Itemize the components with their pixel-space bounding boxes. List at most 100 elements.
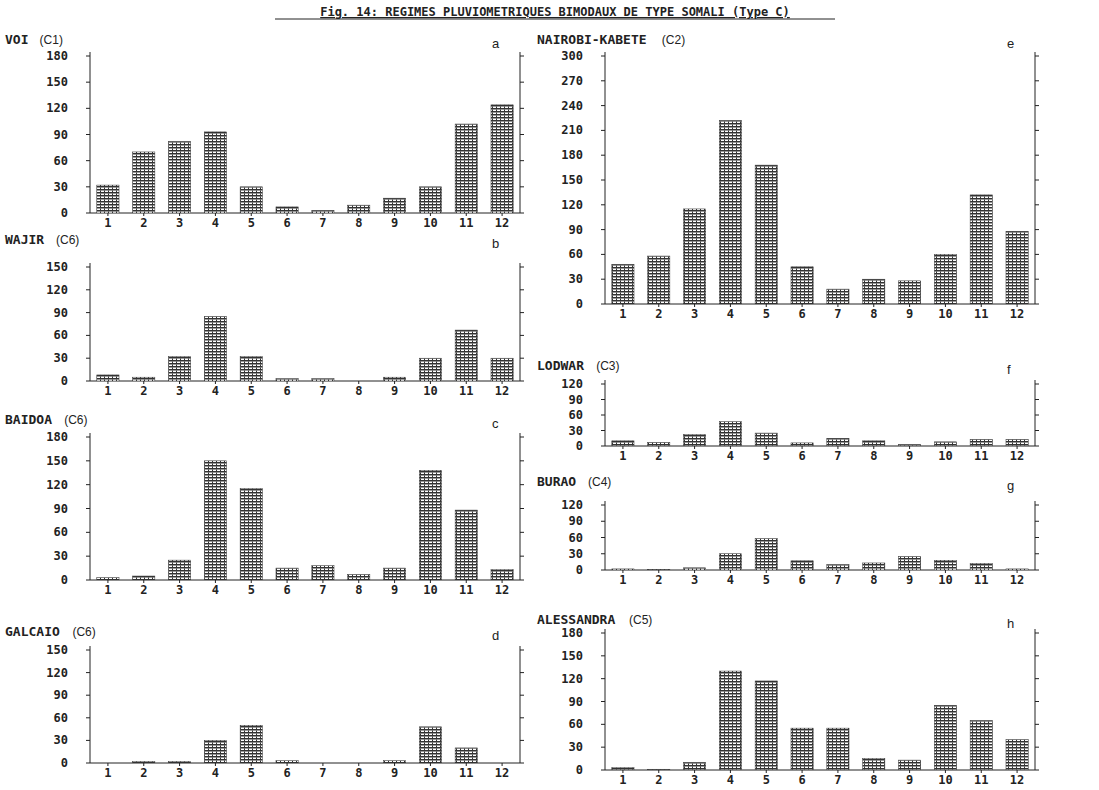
y-tick-right (1035, 80, 1039, 81)
y-tick (86, 134, 90, 135)
y-tick (86, 381, 90, 382)
y-tick-right (520, 335, 524, 336)
bar (1006, 569, 1028, 570)
x-tick-label: 2 (140, 766, 147, 780)
y-tick-right (520, 650, 524, 651)
y-tick-label: 30 (569, 272, 583, 286)
x-tick-label: 10 (938, 307, 952, 321)
panel-letter: a (492, 36, 500, 51)
bar (827, 728, 849, 770)
y-tick (601, 304, 605, 305)
panel-letter: h (1007, 616, 1014, 631)
bar (719, 671, 741, 770)
y-tick-right (1035, 570, 1039, 571)
bar (491, 570, 513, 580)
x-tick-label: 1 (104, 384, 111, 398)
bar (133, 377, 155, 381)
y-tick (601, 229, 605, 230)
y-tick (601, 446, 605, 447)
bar (612, 264, 634, 304)
x-tick-label: 9 (906, 449, 913, 463)
y-tick-right (520, 763, 524, 764)
y-tick-right (1035, 304, 1039, 305)
y-tick (86, 358, 90, 359)
x-tick-label: 5 (763, 773, 770, 787)
bar (455, 510, 477, 580)
x-tick-label: 6 (798, 773, 805, 787)
x-tick-label: 5 (763, 307, 770, 321)
panel: NAIROBI-KABETE(C2)e030609012015018021024… (537, 32, 1039, 321)
y-tick-right (520, 56, 524, 57)
x-tick-label: 12 (1010, 449, 1024, 463)
y-tick (86, 717, 90, 718)
y-tick-right (520, 82, 524, 83)
y-tick (601, 399, 605, 400)
panel: BURAO(C4)g0306090120123456789101112 (537, 474, 1039, 587)
y-tick (86, 460, 90, 461)
y-tick-right (1035, 254, 1039, 255)
y-tick-label: 180 (46, 49, 68, 63)
x-tick-label: 3 (176, 583, 183, 597)
x-tick-label: 4 (212, 583, 219, 597)
x-tick-label: 3 (691, 773, 698, 787)
y-tick-label: 60 (54, 711, 68, 725)
y-tick (86, 763, 90, 764)
y-tick (601, 521, 605, 522)
y-tick (601, 56, 605, 57)
x-tick-label: 9 (391, 766, 398, 780)
chart-subtitle: (C6) (64, 413, 87, 427)
right-frame (520, 646, 521, 763)
bars (612, 120, 1028, 304)
y-tick-right (520, 484, 524, 485)
y-axis (90, 433, 91, 580)
y-tick-label: 0 (576, 563, 583, 577)
x-tick-label: 9 (906, 573, 913, 587)
bar (791, 443, 813, 446)
x-tick-label: 11 (974, 307, 988, 321)
y-tick-label: 60 (569, 408, 583, 422)
bar (383, 568, 405, 580)
bar (1006, 439, 1028, 446)
bar (827, 438, 849, 446)
bar (898, 760, 920, 770)
bar (383, 377, 405, 381)
y-tick (86, 508, 90, 509)
x-tick-label: 5 (248, 583, 255, 597)
x-tick-label: 4 (212, 766, 219, 780)
bar (168, 560, 190, 580)
x-tick-label: 11 (459, 384, 473, 398)
chart-subtitle: (C3) (596, 359, 619, 373)
bar (455, 748, 477, 763)
bar (240, 187, 262, 213)
y-tick-label: 90 (569, 223, 583, 237)
y-axis (90, 646, 91, 763)
y-tick (86, 335, 90, 336)
y-tick-right (520, 580, 524, 581)
bar (240, 725, 262, 763)
y-tick-right (520, 672, 524, 673)
right-frame (1035, 629, 1036, 770)
y-tick (86, 650, 90, 651)
panel-letter: e (1007, 36, 1014, 51)
y-tick (601, 254, 605, 255)
y-tick-label: 240 (561, 99, 583, 113)
y-tick-right (1035, 678, 1039, 679)
y-tick-right (520, 358, 524, 359)
x-tick-label: 8 (870, 573, 877, 587)
x-tick-label: 2 (655, 573, 662, 587)
y-tick-label: 0 (61, 756, 68, 770)
y-tick-label: 30 (54, 549, 68, 563)
panel-letter: f (1007, 362, 1011, 377)
bar (791, 267, 813, 304)
x-tick-label: 7 (834, 773, 841, 787)
x-tick-label: 3 (691, 573, 698, 587)
bar (312, 210, 334, 213)
y-tick (86, 556, 90, 557)
x-tick-label: 9 (906, 307, 913, 321)
y-tick (86, 56, 90, 57)
y-tick (601, 130, 605, 131)
y-tick (86, 740, 90, 741)
y-tick (86, 580, 90, 581)
y-tick (601, 279, 605, 280)
bar (719, 554, 741, 570)
